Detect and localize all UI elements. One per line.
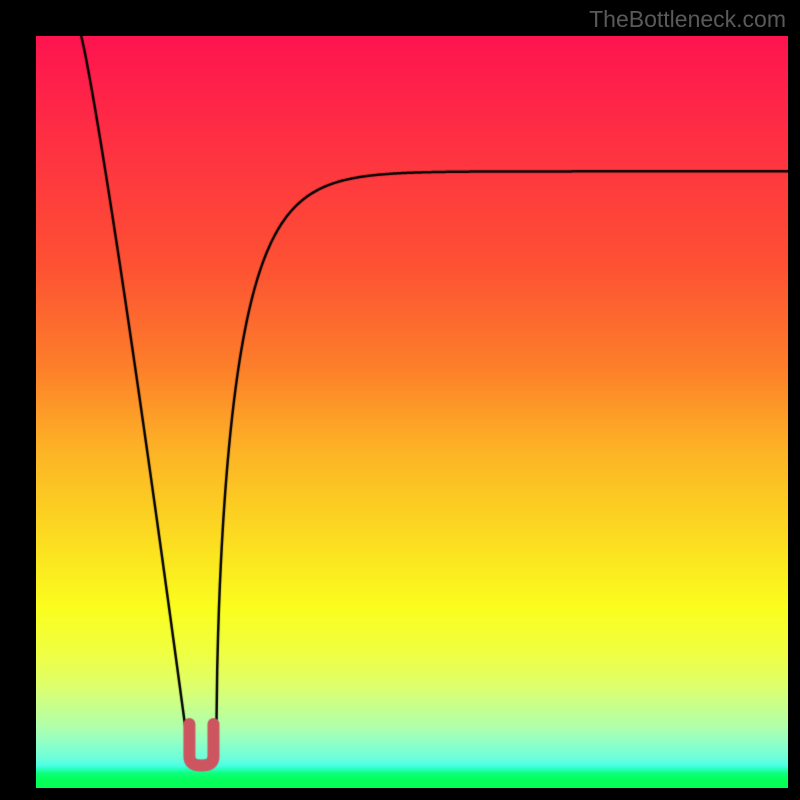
bottleneck-curve-chart <box>36 36 788 788</box>
watermark-label: TheBottleneck.com <box>589 6 786 33</box>
chart-frame: TheBottleneck.com <box>0 0 800 800</box>
